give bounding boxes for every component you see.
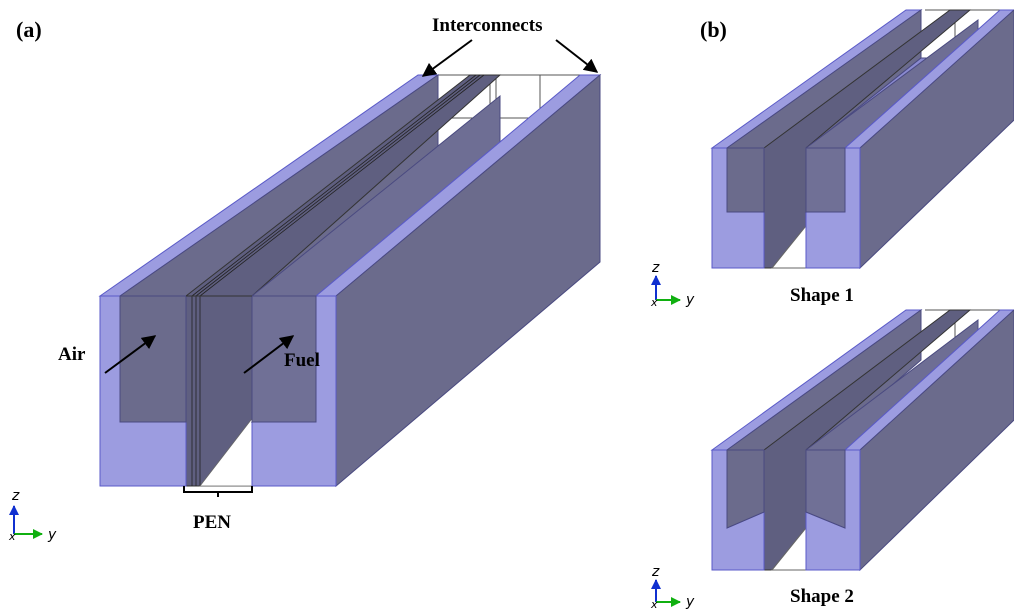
panel-a-tag: (a) bbox=[16, 17, 42, 42]
pen-bracket bbox=[183, 486, 253, 497]
axis-z-label: z bbox=[651, 564, 660, 580]
panel-b-tag: (b) bbox=[700, 17, 727, 42]
air-label: Air bbox=[58, 344, 86, 365]
axis-triad-a: z y x bbox=[8, 488, 57, 543]
axis-triad-b1: z y x bbox=[650, 260, 695, 309]
interconnect-arrow-right bbox=[555, 39, 599, 73]
axis-x-label: x bbox=[650, 296, 658, 309]
axis-x-label: x bbox=[8, 530, 16, 543]
shape-2-label: Shape 2 bbox=[790, 586, 854, 607]
air-arrow bbox=[104, 335, 157, 374]
pen-label: PEN bbox=[193, 512, 231, 533]
panel-a: (a) Interconnects Air Fuel PEN z y x bbox=[8, 15, 602, 543]
shape-1-model bbox=[710, 9, 1014, 270]
axis-x-label: x bbox=[650, 598, 658, 610]
axis-y-label: y bbox=[685, 594, 695, 610]
shape-1-label: Shape 1 bbox=[790, 285, 854, 306]
interconnects-label: Interconnects bbox=[432, 15, 542, 36]
axis-z-label: z bbox=[11, 488, 20, 504]
axis-y-label: y bbox=[47, 527, 57, 543]
axis-triad-b2: z y x bbox=[650, 564, 695, 610]
interconnect-arrow-left bbox=[421, 39, 473, 77]
shape-2-model bbox=[710, 309, 1014, 572]
pen-lines bbox=[191, 74, 485, 486]
fuel-arrow bbox=[243, 335, 295, 374]
air-channel-opening bbox=[119, 295, 187, 423]
axis-z-label: z bbox=[651, 260, 660, 276]
fuel-label: Fuel bbox=[284, 350, 320, 371]
axis-y-label: y bbox=[685, 292, 695, 308]
